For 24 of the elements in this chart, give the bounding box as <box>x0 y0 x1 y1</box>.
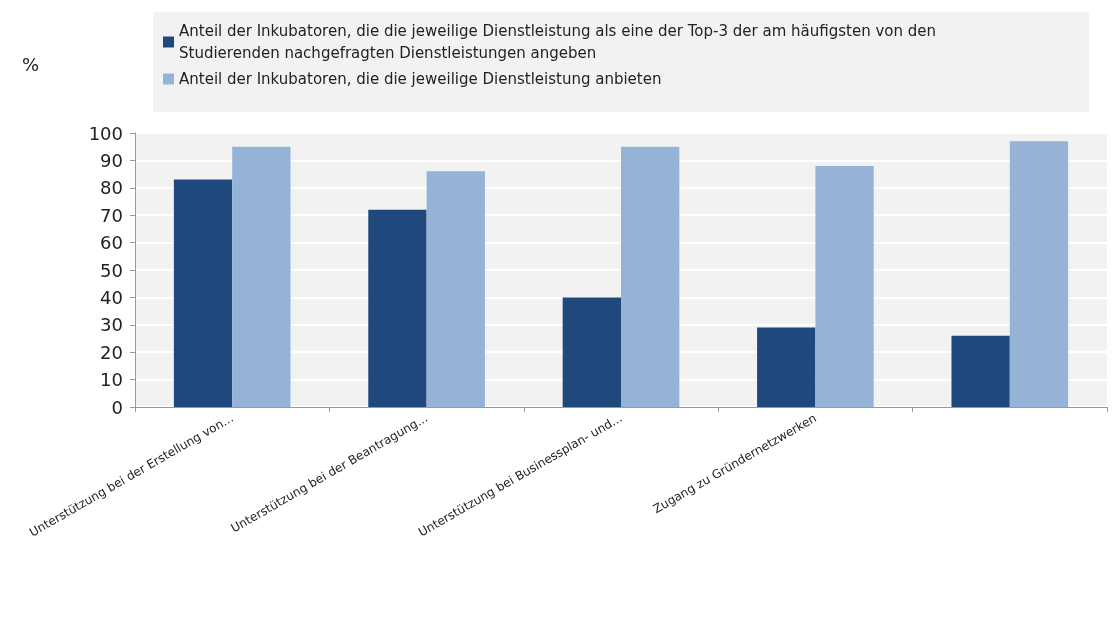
y-tick-label: 30 <box>100 314 123 336</box>
bar <box>173 179 233 407</box>
y-tick-label: 80 <box>100 177 123 199</box>
bar <box>815 165 874 407</box>
y-tick-label: 60 <box>100 232 123 254</box>
bar <box>757 327 816 407</box>
legend-label: Anteil der Inkubatoren, die die jeweilige Dienstleistung als eine der Top-3 der am häufigsten von den Studierenden nachgefragten Dienstleistungen angeben <box>179 22 941 62</box>
bar <box>951 335 1010 407</box>
y-tick-label: 100 <box>88 122 123 144</box>
y-tick-label: 90 <box>100 149 123 171</box>
y-tick-label: 20 <box>100 341 123 363</box>
bar <box>232 146 291 407</box>
bar <box>621 146 680 407</box>
y-tick-label: 40 <box>100 286 123 308</box>
bar <box>368 209 427 407</box>
y-tick-label: 0 <box>111 396 123 418</box>
legend-label: Anteil der Inkubatoren, die die jeweilige Dienstleistung anbieten <box>179 70 662 88</box>
y-tick-label: 50 <box>100 259 123 281</box>
y-axis-title: % <box>22 53 40 75</box>
y-tick-label: 70 <box>100 204 123 226</box>
y-tick-label: 10 <box>100 369 123 391</box>
bar <box>562 297 621 407</box>
bar <box>426 171 485 407</box>
bar <box>1009 141 1069 407</box>
